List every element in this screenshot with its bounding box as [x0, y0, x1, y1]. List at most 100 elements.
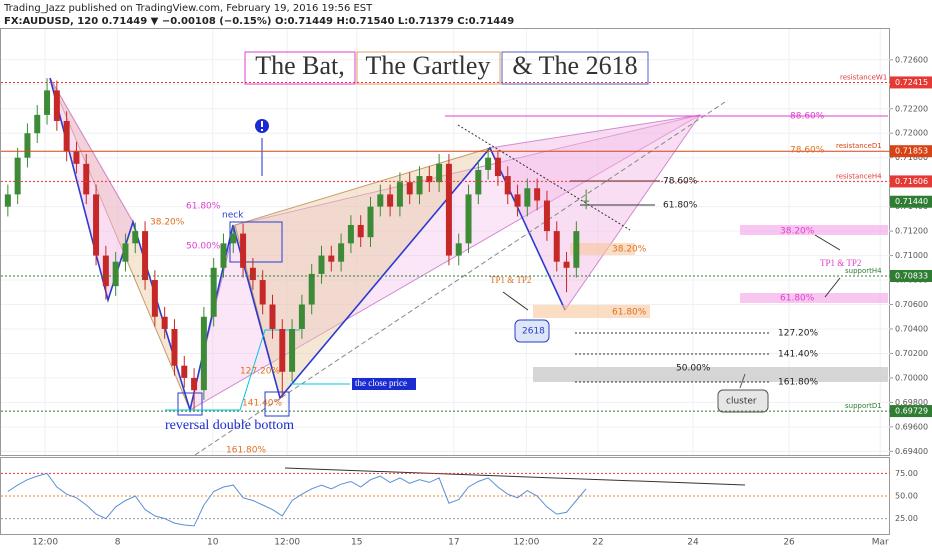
x-tick-label: 12:00: [274, 538, 300, 548]
candle-body: [220, 243, 227, 268]
rsi-line: [7, 472, 587, 527]
chart-title: The Bat,: [255, 51, 345, 80]
chart-title: The Gartley: [366, 51, 491, 80]
fib-band: [533, 305, 650, 318]
annotation: 78.60%: [663, 177, 698, 187]
y-tick-label: 0.72200: [895, 104, 928, 113]
x-tick-label: 26: [783, 538, 795, 548]
y-tick-label: 0.70400: [895, 324, 928, 333]
annotation: 141.40%: [778, 350, 818, 360]
candle-body: [426, 176, 433, 183]
candle-body: [269, 304, 276, 329]
candle-body: [191, 377, 198, 391]
y-tick-label: 0.70600: [895, 300, 928, 309]
candle-body: [396, 182, 403, 207]
level-label-box: [890, 270, 932, 283]
highlight-box: [177, 392, 203, 416]
candle-body: [308, 273, 315, 305]
x-tick-label: 10: [207, 538, 219, 548]
y-tick-label: 0.69400: [895, 447, 928, 456]
level-name: resistanceH4: [836, 172, 882, 180]
fib-band: [740, 225, 888, 235]
candle-body: [289, 328, 296, 372]
candle-body: [279, 328, 286, 372]
annotation: 38.20%: [780, 227, 815, 237]
cluster-band: [533, 367, 888, 382]
annotation: reversal double bottom: [165, 418, 294, 433]
y-tick-label: 0.70000: [895, 373, 928, 382]
annotation: neck: [222, 211, 244, 221]
x-tick-label: 12:00: [32, 538, 58, 548]
x-tick-label: 12:00: [513, 538, 539, 548]
annotation: 61.80%: [663, 201, 698, 211]
candle-body: [151, 280, 158, 317]
candle-body: [112, 261, 119, 287]
level-name: resistanceW1: [840, 73, 887, 81]
annotation: 161.80%: [778, 378, 818, 388]
candle-body: [122, 243, 129, 262]
candle-body: [328, 255, 335, 262]
candle-body: [34, 114, 41, 134]
candle-body: [524, 188, 531, 207]
rsi-trend-line: [284, 467, 746, 486]
fib-band: [740, 293, 888, 303]
candle-body: [485, 157, 492, 170]
y-tick-label: 0.69600: [895, 422, 928, 431]
title-box: [244, 51, 356, 85]
annotation: the close price: [355, 378, 407, 388]
chart-title: & The 2618: [512, 51, 637, 80]
candle-body: [53, 90, 60, 121]
candle-body: [553, 231, 560, 262]
last-price-box: [890, 195, 932, 208]
candle-body: [445, 163, 452, 256]
y-tick-label: 0.71200: [895, 227, 928, 236]
trend-line: [457, 124, 631, 231]
title-box: [501, 51, 649, 85]
candle-body: [347, 224, 354, 244]
fib-band: [570, 243, 635, 255]
candle-body: [514, 194, 521, 207]
candle-body: [200, 316, 207, 391]
annotation: 61.80%: [780, 294, 815, 304]
annotation: 61.80%: [186, 202, 221, 212]
candle-body: [4, 194, 11, 207]
level-label-box: [890, 76, 932, 89]
candle-body: [406, 182, 413, 195]
trend-line: [194, 99, 729, 456]
candle-body: [465, 194, 472, 244]
level-label: 0.70833: [895, 272, 928, 281]
candle-body: [83, 163, 90, 195]
candle-body: [416, 176, 423, 195]
level-label-box: [890, 145, 932, 158]
candle-body: [63, 120, 70, 152]
candle-body: [44, 90, 51, 115]
annotation: 38.20%: [612, 245, 647, 255]
alert-icon: [261, 121, 263, 127]
last-price-label: 0.71440: [895, 197, 928, 206]
annotation: 141.40%: [242, 399, 282, 409]
level-label: 0.71606: [895, 177, 928, 186]
title-box: [356, 51, 501, 85]
y-tick-label: 0.72000: [895, 129, 928, 138]
alert-icon: [261, 129, 263, 131]
highlight-box: [264, 391, 290, 417]
callout: [717, 389, 769, 413]
candle-body: [230, 233, 237, 244]
candle-body: [338, 243, 345, 262]
x-tick-label: Mar: [872, 538, 889, 548]
annotation: 161.80%: [226, 446, 266, 456]
annotation: TP1 & TP2: [490, 275, 531, 285]
candle-body: [387, 194, 394, 207]
candle-body: [583, 200, 590, 202]
pointer: [824, 277, 841, 298]
y-tick-label: 0.70200: [895, 349, 928, 358]
level-name: resistanceD1: [836, 142, 882, 150]
level-name: supportD1: [845, 402, 882, 410]
candle-body: [534, 188, 541, 201]
x-tick-label: 8: [115, 538, 121, 548]
annotation: 61.80%: [612, 308, 647, 318]
level-label-box: [890, 175, 932, 188]
x-tick-label: 24: [687, 538, 699, 548]
candle-body: [573, 231, 580, 268]
